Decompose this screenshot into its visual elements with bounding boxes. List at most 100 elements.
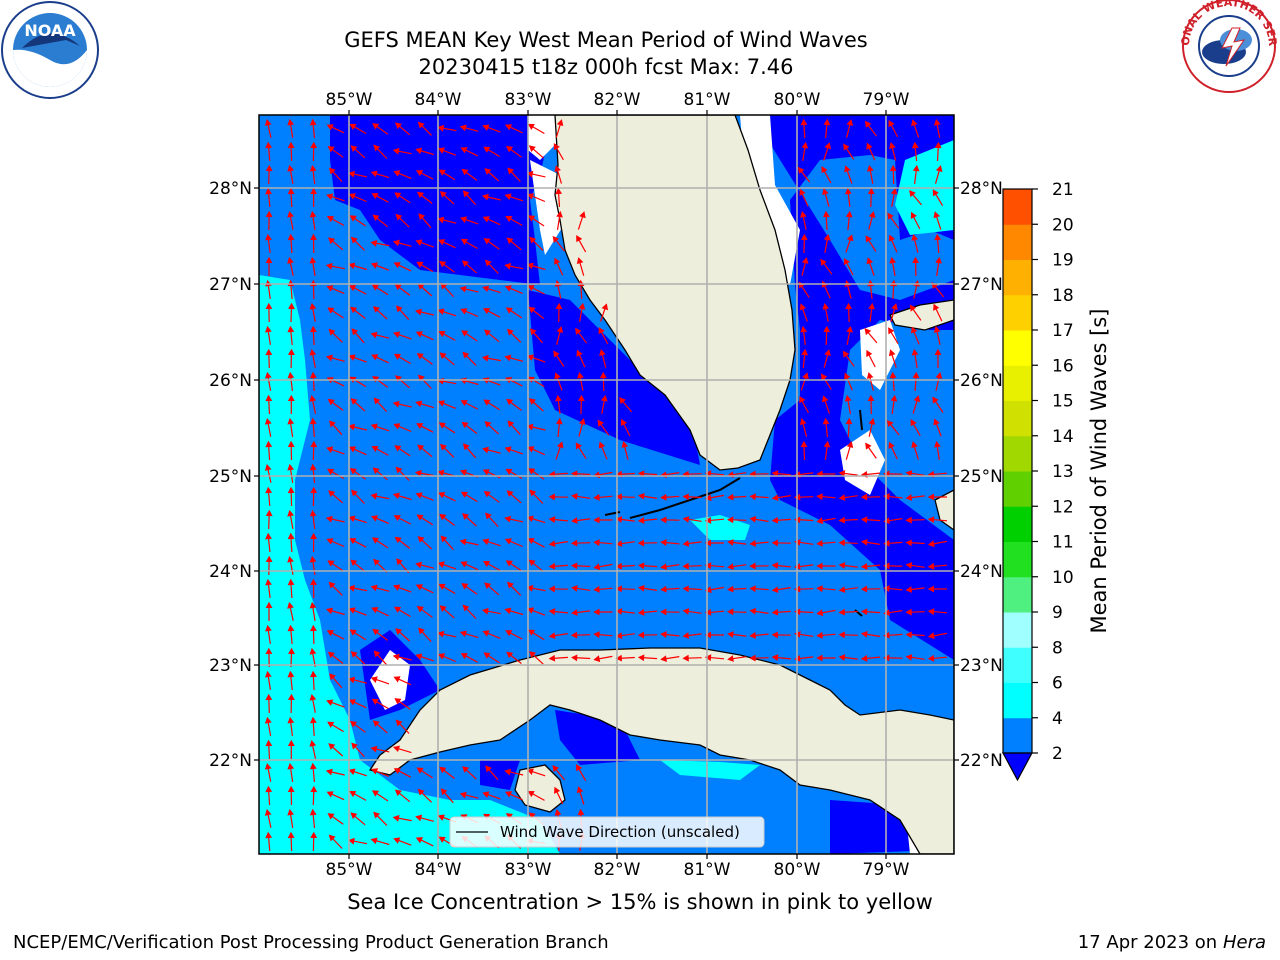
wave-direction-arrowhead — [370, 676, 378, 683]
wave-direction-arrowhead — [483, 308, 491, 315]
wave-direction-arrowhead — [816, 539, 823, 547]
wave-direction-arrowhead — [912, 256, 920, 264]
wave-direction-arrowhead — [326, 699, 334, 706]
wave-direction-arrowhead — [393, 423, 401, 430]
wave-direction-arrowhead — [287, 739, 295, 747]
colorbar-cell — [1003, 471, 1032, 507]
colorbar-tick-label: 15 — [1052, 392, 1074, 412]
wave-direction-arrowhead — [844, 187, 852, 195]
wave-direction-arrowhead — [462, 443, 470, 451]
wave-direction-arrowhead — [888, 349, 896, 357]
wave-direction-arrowhead — [927, 516, 935, 524]
wave-direction-arrowhead — [843, 143, 850, 151]
wave-direction-arrowhead — [505, 215, 513, 223]
wave-direction-arrowhead — [462, 351, 470, 359]
colorbar-cell — [1003, 612, 1032, 648]
wave-direction-arrowhead — [552, 235, 560, 243]
wave-direction-arrowhead — [348, 607, 356, 614]
wave-direction-arrowhead — [637, 470, 645, 478]
wave-direction-arrowhead — [327, 651, 335, 659]
wave-direction-arrowhead — [816, 562, 823, 570]
wave-direction-arrowhead — [265, 486, 273, 494]
colorbar-tick-label: 2 — [1052, 744, 1063, 764]
wave-direction-arrowhead — [309, 417, 317, 425]
wave-direction-arrowhead — [598, 441, 606, 449]
wave-direction-arrowhead — [910, 326, 918, 334]
wave-direction-arrowhead — [415, 492, 423, 499]
lon-labels-bottom: 85°W 84°W 83°W 82°W 81°W 80°W 79°W — [326, 860, 910, 880]
wave-direction-arrowhead — [265, 532, 272, 540]
wave-direction-arrowhead — [682, 540, 690, 547]
wave-direction-arrowhead — [370, 331, 378, 339]
wave-direction-arrowhead — [911, 119, 918, 127]
graticule — [259, 115, 954, 854]
wave-direction-arrowhead — [816, 609, 824, 617]
wave-direction-arrowhead — [438, 492, 446, 499]
wave-direction-arrowhead — [437, 630, 445, 638]
wind-wave-arrows — [264, 118, 948, 852]
wave-direction-arrowhead — [504, 124, 513, 131]
wave-direction-arrowhead — [370, 262, 379, 269]
colorbar-tick-label: 8 — [1052, 638, 1063, 658]
colorbar-tick-label: 17 — [1052, 321, 1074, 341]
lat-label: 23°N — [960, 656, 1003, 676]
wave-direction-arrowhead — [461, 260, 469, 267]
wave-direction-arrowhead — [371, 354, 379, 361]
wave-direction-arrowhead — [395, 213, 403, 221]
wave-direction-arrowhead — [771, 494, 779, 502]
wave-direction-arrowhead — [309, 808, 317, 816]
wave-direction-arrowhead — [438, 422, 446, 429]
wave-direction-arrowhead — [350, 398, 358, 405]
wave-direction-arrowhead — [328, 834, 336, 842]
wave-direction-arrowhead — [704, 586, 712, 594]
wave-direction-arrowhead — [310, 440, 318, 448]
wave-direction-arrowhead — [615, 608, 623, 615]
wave-direction-arrowhead — [483, 146, 491, 153]
wave-direction-arrowhead — [329, 420, 336, 428]
wave-direction-arrowhead — [771, 539, 778, 547]
wave-direction-arrowhead — [287, 486, 295, 494]
wave-direction-arrowhead — [373, 144, 381, 152]
colorbar-tick-label: 16 — [1052, 356, 1074, 376]
wave-direction-arrowhead — [682, 608, 690, 615]
wave-direction-arrowhead — [935, 165, 943, 173]
wave-direction-arrowhead — [838, 494, 846, 501]
wave-direction-arrowhead — [554, 372, 561, 380]
wave-direction-arrowhead — [438, 836, 446, 843]
wave-direction-arrowhead — [637, 539, 645, 547]
wave-direction-arrowhead — [350, 651, 358, 658]
wave-direction-arrowhead — [771, 608, 779, 616]
wave-direction-arrowhead — [372, 467, 380, 475]
wave-direction-arrowhead — [576, 257, 584, 265]
wave-direction-arrowhead — [370, 584, 378, 592]
colorbar-cell — [1003, 717, 1032, 754]
wave-direction-arrowhead — [909, 304, 917, 312]
wave-direction-arrowhead — [459, 538, 467, 546]
wave-direction-arrowhead — [912, 164, 920, 172]
wave-direction-arrowhead — [287, 831, 295, 839]
wave-direction-arrowhead — [504, 262, 511, 270]
wave-direction-arrowhead — [527, 285, 535, 292]
wave-direction-arrowhead — [288, 647, 295, 655]
wave-direction-arrowhead — [461, 330, 469, 337]
wave-direction-arrowhead — [593, 655, 601, 663]
wave-direction-arrowhead — [349, 123, 357, 130]
wave-direction-arrowhead — [504, 538, 512, 545]
wave-direction-arrowhead — [682, 654, 689, 662]
wave-direction-arrowhead — [555, 187, 563, 195]
wave-direction-arrowhead — [637, 517, 645, 524]
wave-direction-arrowhead — [660, 493, 667, 501]
wave-direction-arrowhead — [637, 609, 645, 616]
wave-direction-arrowhead — [439, 191, 447, 198]
wave-direction-arrowhead — [415, 653, 423, 661]
wave-direction-arrowhead — [371, 537, 379, 544]
wave-direction-arrowhead — [309, 555, 317, 563]
wave-direction-arrowhead — [548, 516, 556, 523]
wave-direction-arrowhead — [529, 236, 537, 244]
wave-direction-arrowhead — [483, 560, 491, 568]
wave-direction-arrowhead — [556, 441, 564, 449]
wave-direction-arrowhead — [349, 468, 357, 475]
wave-direction-arrowhead — [504, 607, 512, 615]
wave-direction-arrowhead — [867, 187, 875, 195]
chart-title: GEFS MEAN Key West Mean Period of Wind W… — [344, 28, 868, 52]
